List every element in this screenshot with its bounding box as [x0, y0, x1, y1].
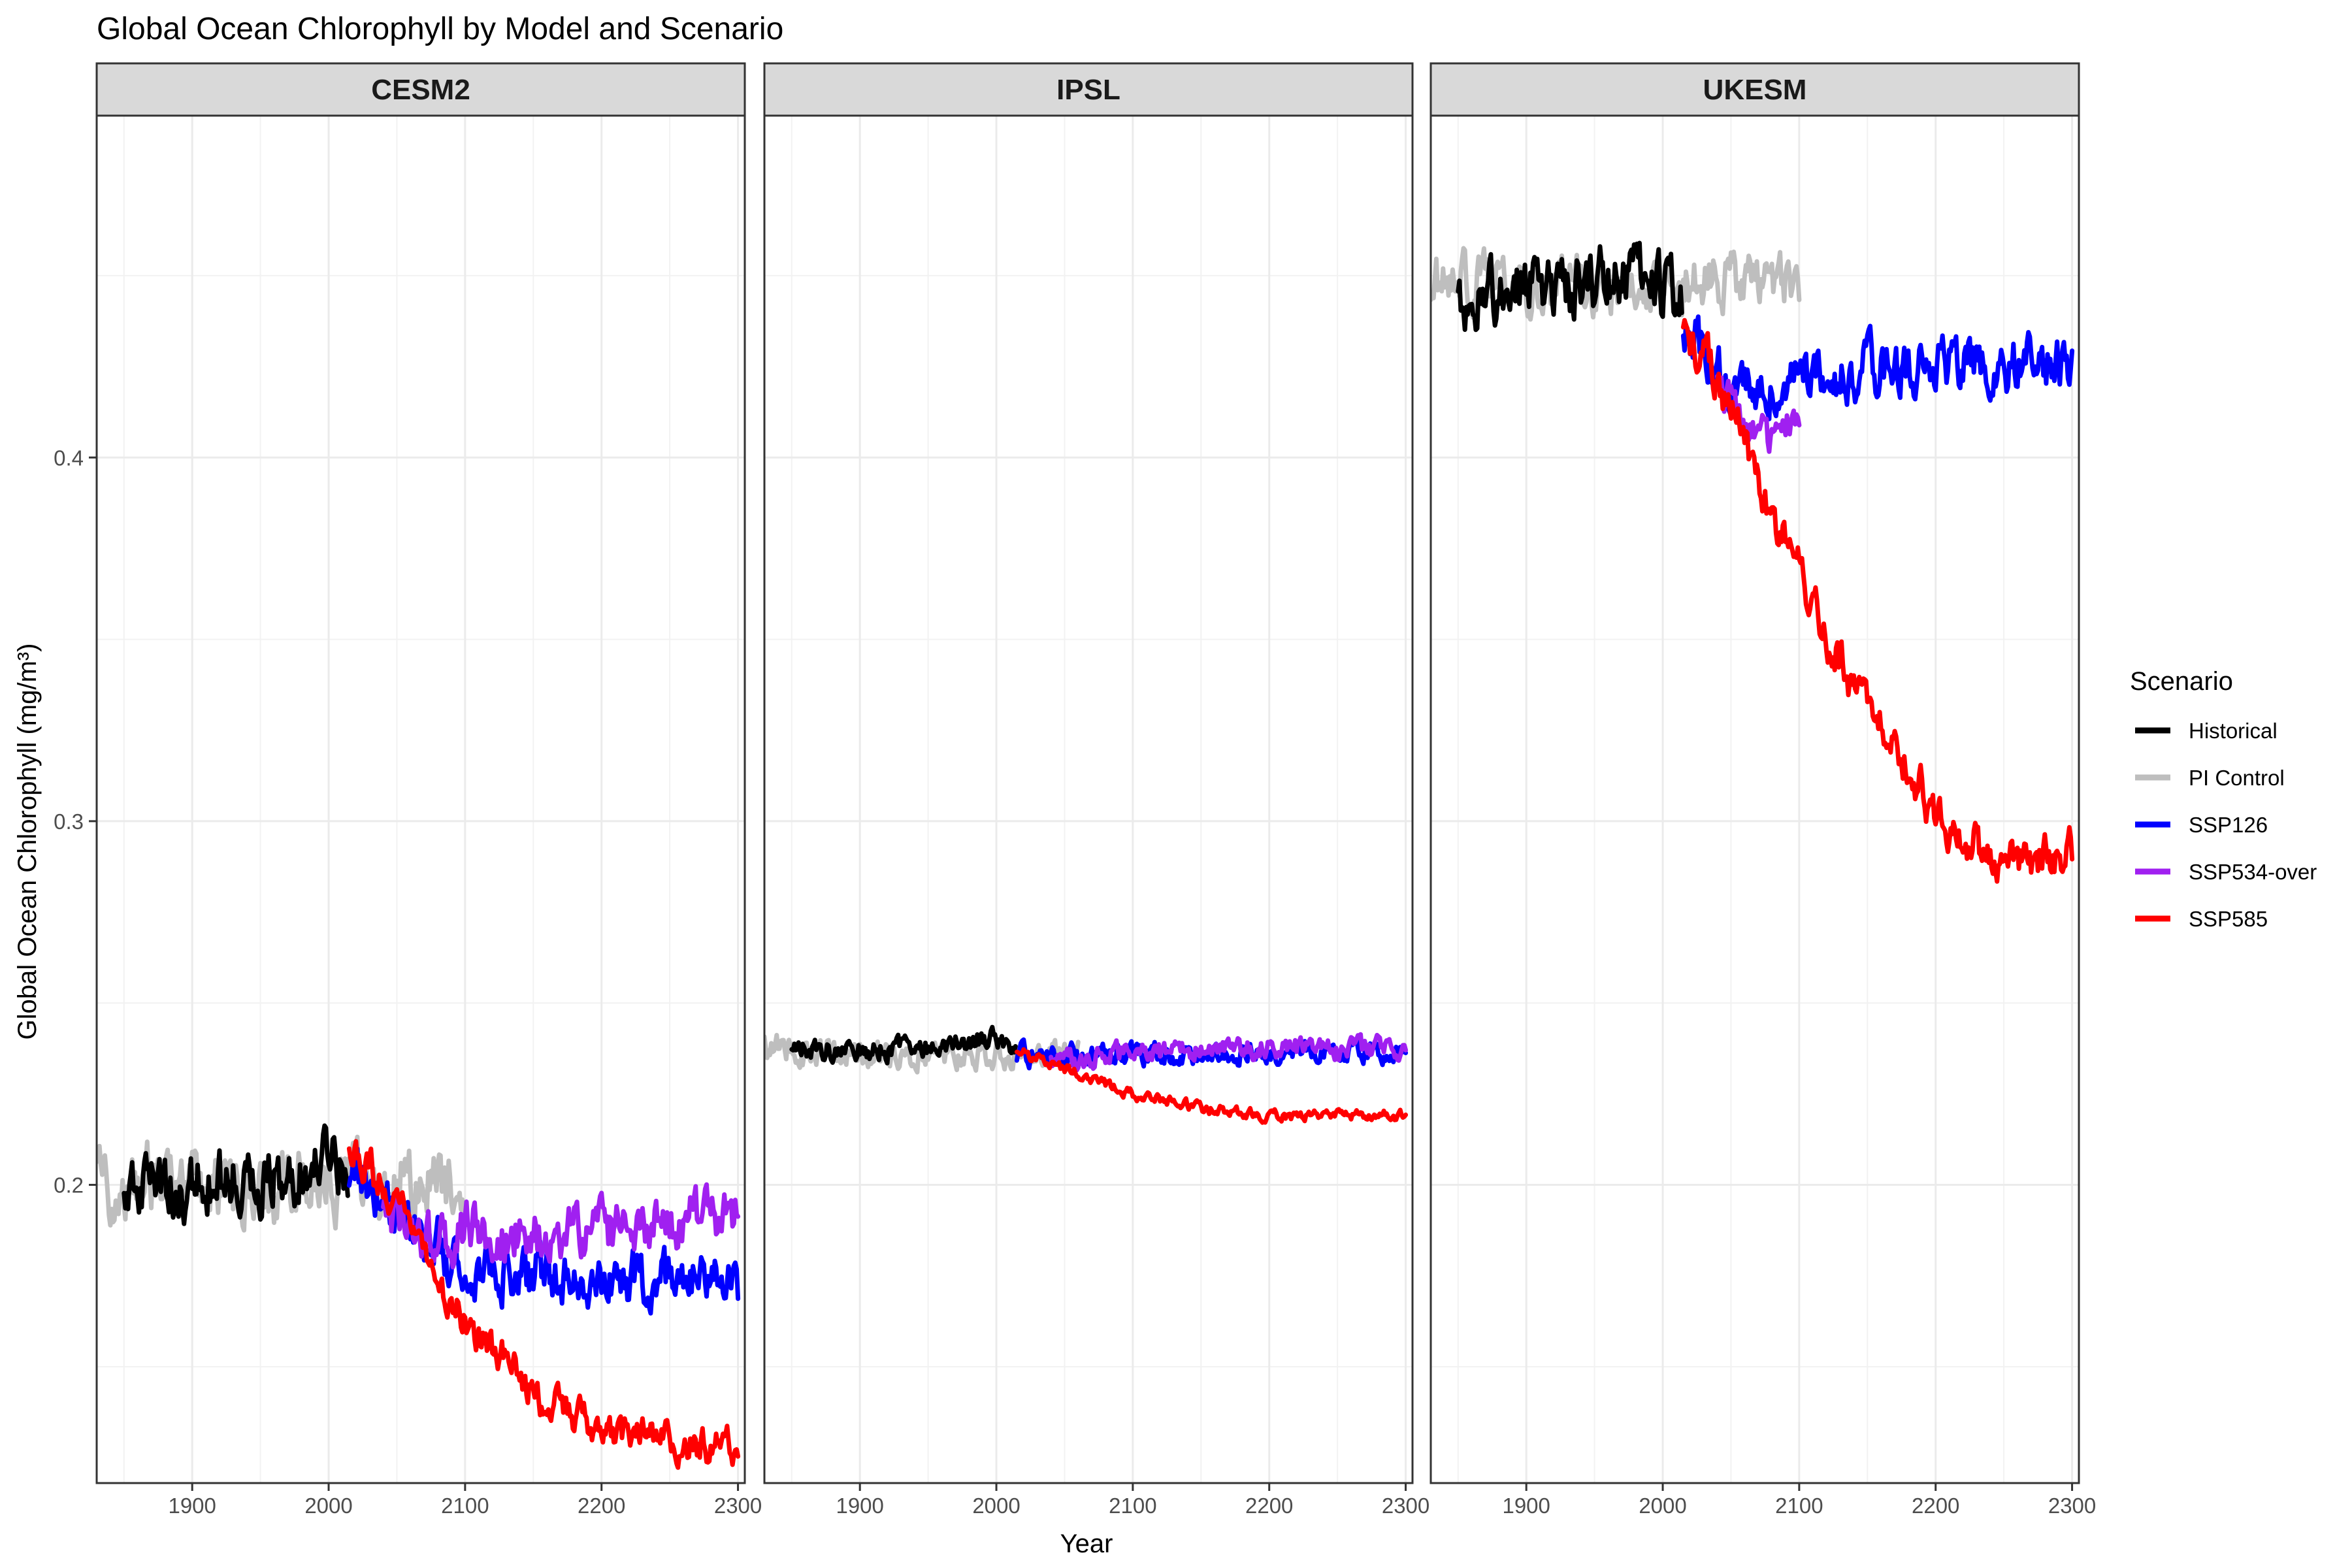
- series-line-ssp126: [1680, 314, 2075, 421]
- series-line-ssp585: [1680, 318, 2075, 884]
- y-axis-title: Global Ocean Chlorophyll (mg/m³): [13, 644, 42, 1040]
- panel-background: [97, 116, 745, 1483]
- legend-item-ssp585: SSP585: [2135, 907, 2268, 931]
- series-line-ssp585: [1014, 1047, 1409, 1125]
- legend-item-pi-control: PI Control: [2135, 766, 2285, 790]
- legend-item-ssp126: SSP126: [2135, 813, 2268, 837]
- series-lines: [764, 1024, 1409, 1125]
- y-tick-label: 0.3: [54, 809, 84, 834]
- y-tick-label: 0.4: [54, 446, 84, 470]
- legend-label: SSP126: [2189, 813, 2268, 837]
- legend: Scenario Historical PI Control SSP126 SSP53…: [2130, 667, 2317, 931]
- legend-title: Scenario: [2130, 667, 2233, 696]
- x-tick-label: 2100: [1109, 1494, 1156, 1518]
- strip-background: [1429, 62, 2080, 117]
- legend-label: SSP585: [2189, 907, 2268, 931]
- series-lines: [1431, 240, 2075, 884]
- x-tick-label: 2000: [304, 1494, 352, 1518]
- x-tick-label: 1900: [836, 1494, 883, 1518]
- legend-item-ssp534-over: SSP534-over: [2135, 860, 2317, 884]
- series-lines: [97, 1123, 741, 1470]
- x-tick-label: 2000: [972, 1494, 1020, 1518]
- x-tick-label: 2300: [714, 1494, 762, 1518]
- strip-background: [763, 62, 1414, 117]
- panel-background: [764, 116, 1413, 1483]
- panel-cesm2: CESM2 1900 2000 2100 2200 2300 0.2 0.3 0.4: [54, 62, 762, 1518]
- x-tick-label: 2200: [578, 1494, 625, 1518]
- legend-label: PI Control: [2189, 766, 2285, 790]
- x-tick-label: 2300: [2048, 1494, 2096, 1518]
- chart-title: Global Ocean Chlorophyll by Model and Sc…: [97, 12, 783, 46]
- panel-ipsl: IPSL 1900 2000 2100 2200 2300: [763, 62, 1429, 1518]
- y-tick-label: 0.2: [54, 1173, 84, 1198]
- strip-label: CESM2: [371, 74, 470, 106]
- series-line-ssp534-over: [1715, 374, 1802, 454]
- legend-items: Historical PI Control SSP126 SSP534-over SSP…: [2135, 719, 2317, 931]
- x-tick-label: 2200: [1912, 1494, 1959, 1518]
- x-tick-label: 2200: [1245, 1494, 1293, 1518]
- series-line-ssp534-over: [1049, 1032, 1409, 1073]
- x-tick-label: 1900: [168, 1494, 216, 1518]
- x-tick-label: 2300: [1382, 1494, 1429, 1518]
- x-tick-label: 1900: [1502, 1494, 1550, 1518]
- x-tick-label: 2000: [1639, 1494, 1686, 1518]
- panel-ukesm: UKESM 1900 2000 2100 2200 2300: [1429, 62, 2096, 1518]
- legend-item-historical: Historical: [2135, 719, 2278, 743]
- x-axis-title: Year: [1060, 1529, 1113, 1558]
- panel-background: [1431, 116, 2079, 1483]
- series-line-historical: [789, 1024, 1018, 1066]
- series-line-historical: [1456, 240, 1684, 333]
- legend-label: SSP534-over: [2189, 860, 2317, 884]
- x-tick-label: 2100: [1775, 1494, 1823, 1518]
- strip-background: [95, 62, 746, 117]
- legend-label: Historical: [2189, 719, 2278, 743]
- series-line-historical: [122, 1123, 350, 1226]
- panels: CESM2 1900 2000 2100 2200 2300 0.2 0.3 0.4 IPSL 19…: [54, 62, 2096, 1518]
- series-line-ssp534-over: [381, 1182, 741, 1269]
- strip-label: UKESM: [1703, 74, 1807, 106]
- strip-label: IPSL: [1056, 74, 1120, 106]
- x-tick-label: 2100: [441, 1494, 489, 1518]
- series-line-ssp585: [346, 1139, 741, 1470]
